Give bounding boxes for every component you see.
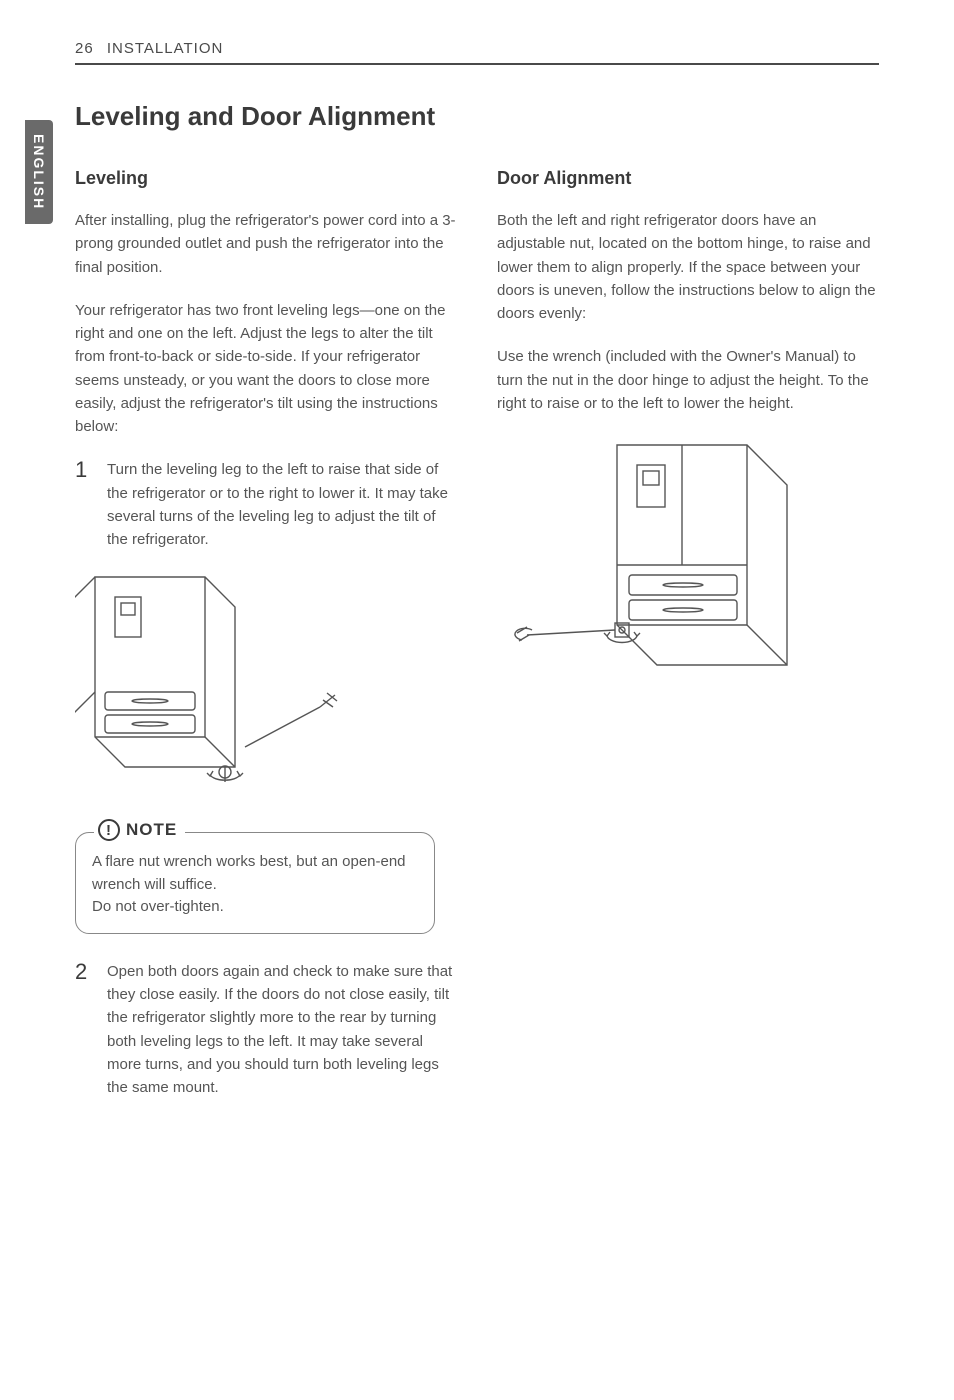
step-1: 1 Turn the leveling leg to the left to r… [75,458,457,551]
right-column: Door Alignment Both the left and right r… [497,168,879,1115]
leveling-figure [75,567,457,802]
door-alignment-intro-2: Use the wrench (included with the Owner'… [497,345,879,415]
section-name: INSTALLATION [107,40,223,57]
refrigerator-hinge-icon [497,435,817,695]
door-alignment-intro-1: Both the left and right refrigerator doo… [497,209,879,325]
step-2: 2 Open both doors again and check to mak… [75,960,457,1100]
page-title: Leveling and Door Alignment [75,101,879,132]
content-columns: Leveling After installing, plug the refr… [75,168,879,1115]
language-tab: ENGLISH [25,120,53,224]
step-text: Open both doors again and check to make … [107,960,457,1100]
alert-icon: ! [98,819,120,841]
left-column: Leveling After installing, plug the refr… [75,168,457,1115]
page-header: 26 INSTALLATION [75,40,879,65]
leveling-intro-2: Your refrigerator has two front leveling… [75,299,457,439]
note-text: A flare nut wrench works best, but an op… [92,851,418,919]
door-alignment-heading: Door Alignment [497,168,879,189]
note-label-text: NOTE [126,820,177,840]
step-number: 2 [75,960,93,1100]
refrigerator-leveling-icon [75,567,365,797]
step-number: 1 [75,458,93,551]
step-text: Turn the leveling leg to the left to rai… [107,458,457,551]
note-label: ! NOTE [94,819,185,841]
note-box: ! NOTE A flare nut wrench works best, bu… [75,832,435,934]
door-alignment-figure [497,435,879,700]
leveling-intro-1: After installing, plug the refrigerator'… [75,209,457,279]
page-number: 26 [75,40,94,57]
leveling-heading: Leveling [75,168,457,189]
